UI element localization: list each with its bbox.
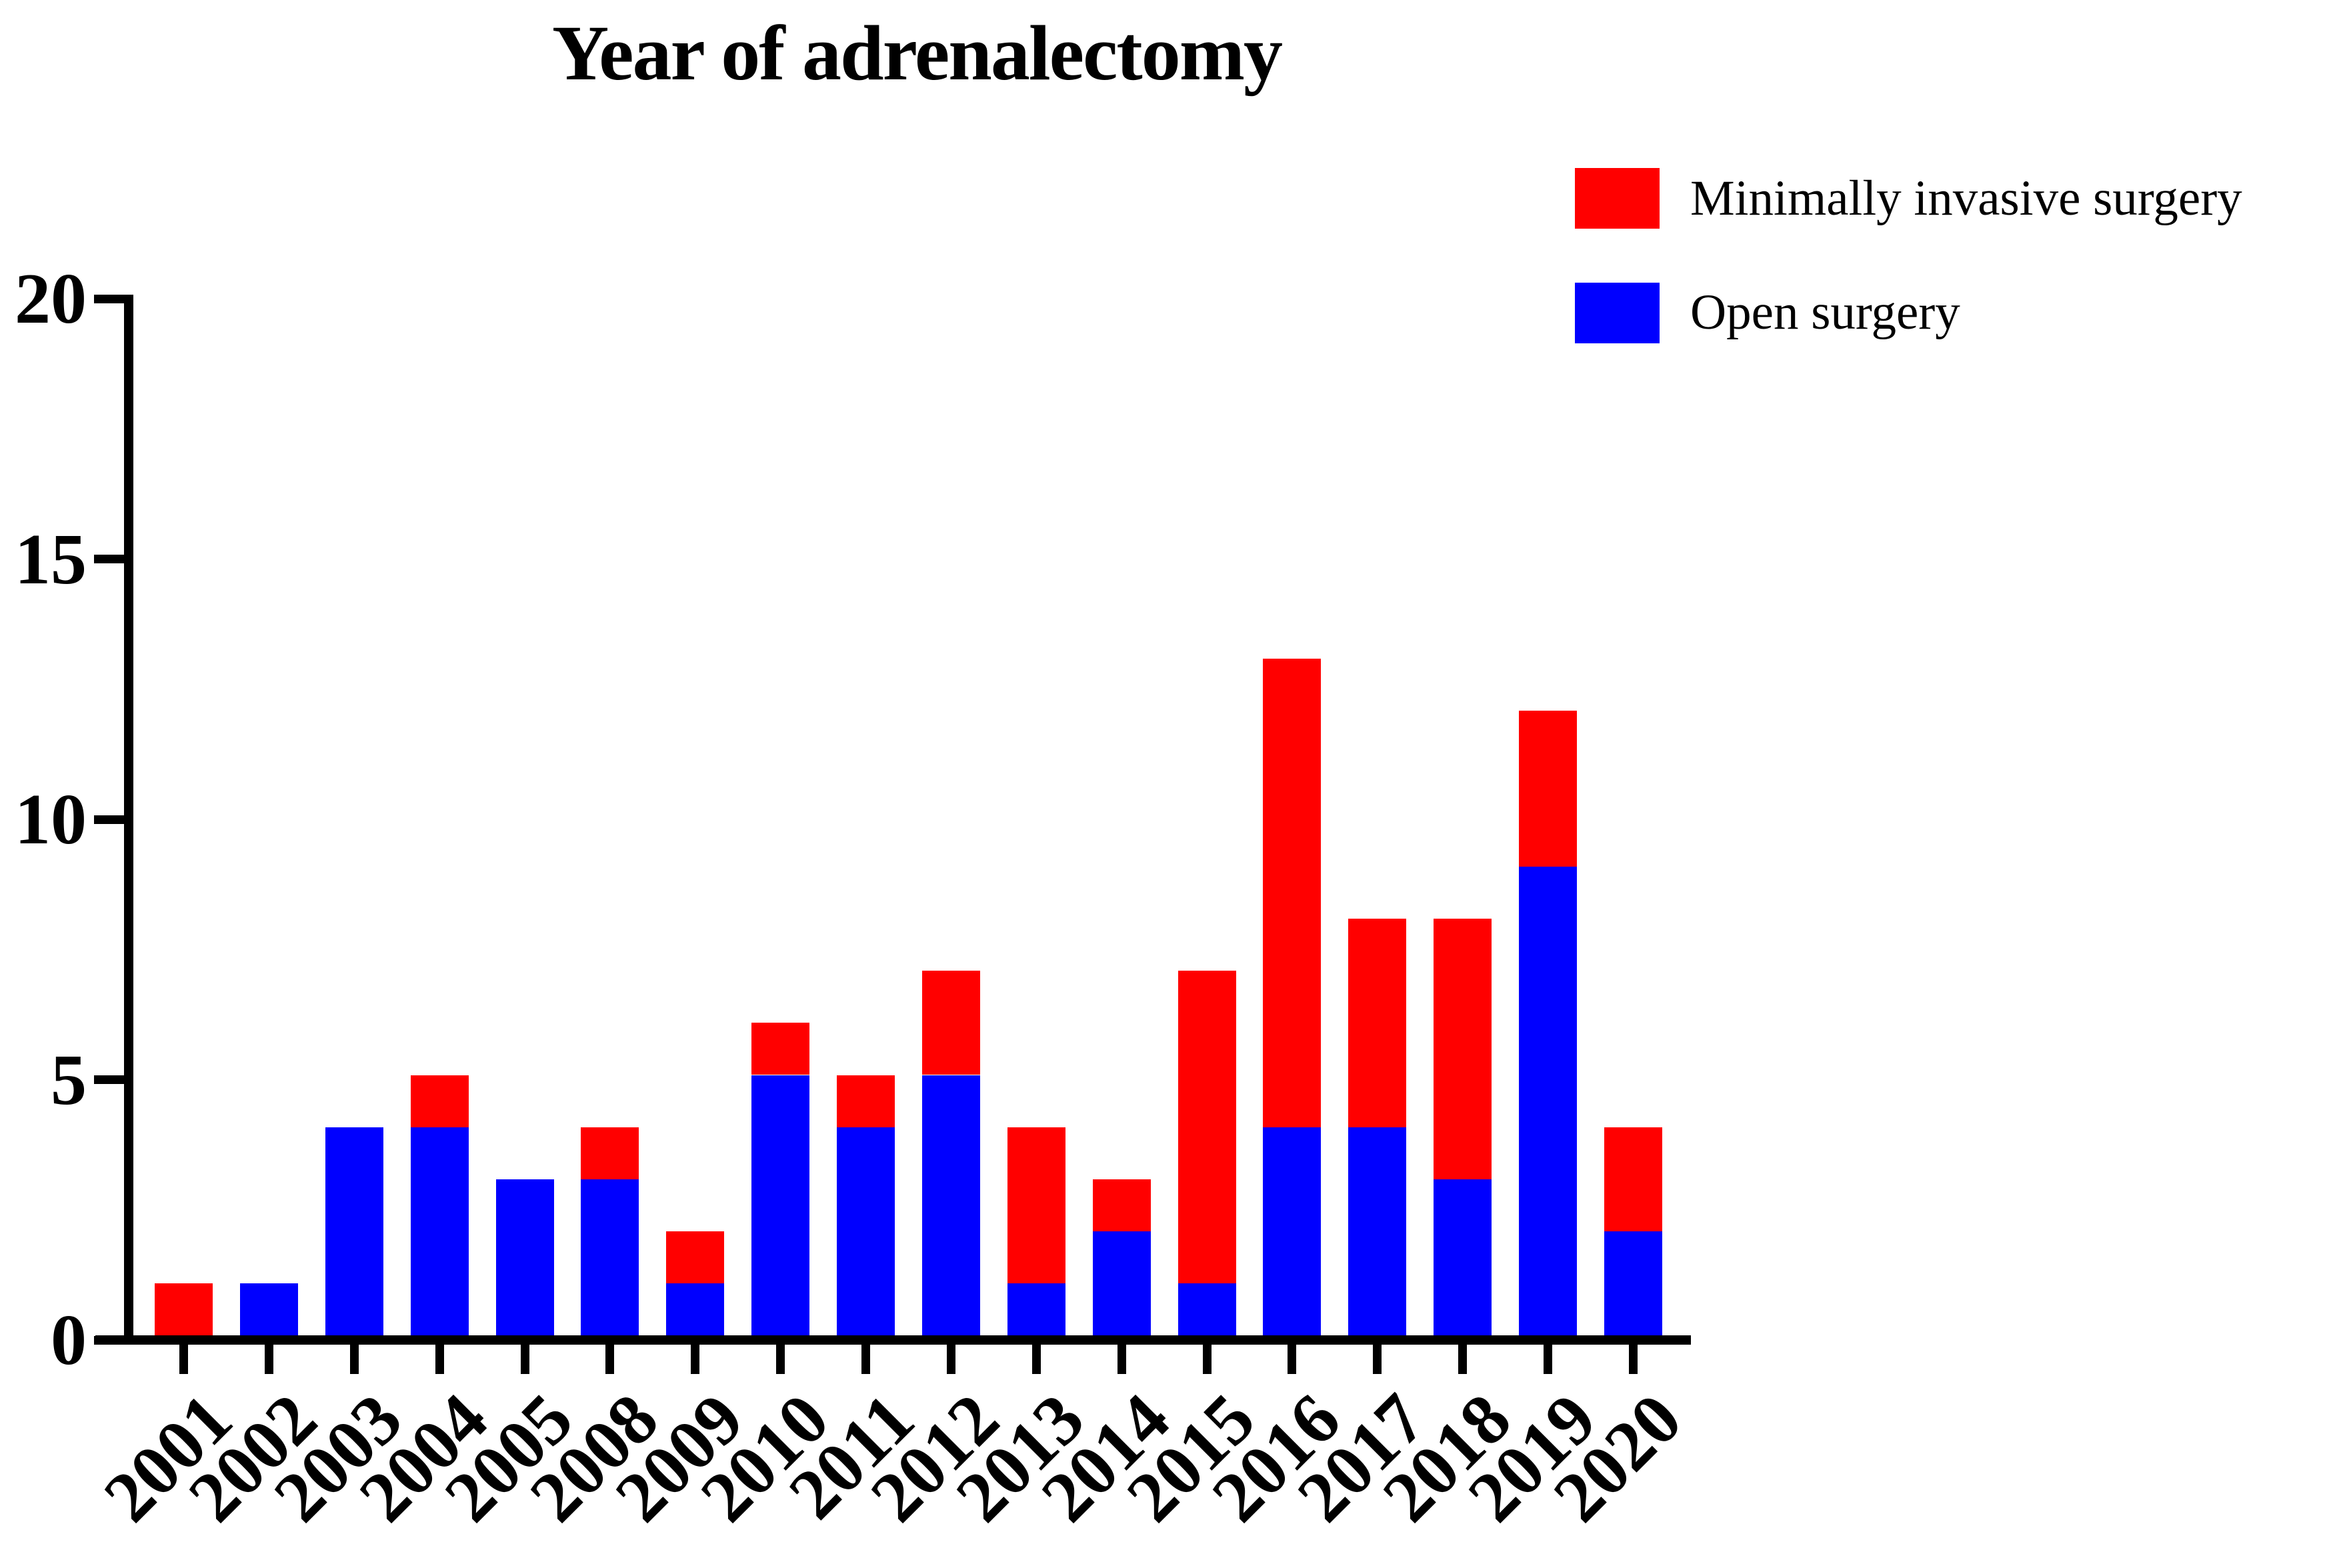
bar-2016-minimally-invasive-surgery (1263, 658, 1322, 1127)
x-tick-2015 (1202, 1345, 1212, 1374)
x-tick-2016 (1288, 1345, 1297, 1374)
x-tick-2017 (1373, 1345, 1382, 1374)
bar-2013-minimally-invasive-surgery (1007, 1127, 1065, 1283)
x-tick-2020 (1629, 1345, 1638, 1374)
x-tick-2004 (435, 1345, 444, 1374)
x-tick-2013 (1031, 1345, 1041, 1374)
x-axis-line (95, 1335, 1691, 1345)
y-tick-5 (94, 1075, 124, 1084)
y-axis-line (124, 295, 133, 1345)
bar-2018-open-surgery (1434, 1179, 1492, 1335)
x-tick-2001 (179, 1345, 188, 1374)
bar-2017-minimally-invasive-surgery (1348, 919, 1407, 1127)
bar-2014-minimally-invasive-surgery (1092, 1179, 1151, 1231)
y-tick-label-20: 20 (15, 259, 87, 339)
chart-title: Year of adrenalectomy (551, 9, 1283, 97)
y-tick-20 (94, 294, 124, 303)
bar-2004-open-surgery (410, 1127, 469, 1335)
bar-2015-minimally-invasive-surgery (1178, 971, 1236, 1283)
y-tick-15 (94, 555, 124, 563)
y-tick-label-0: 0 (51, 1301, 87, 1380)
bar-2010-open-surgery (751, 1075, 810, 1335)
y-tick-0 (94, 1335, 124, 1345)
x-tick-2014 (1117, 1345, 1126, 1374)
legend-swatch-red (1575, 168, 1660, 229)
bar-2012-minimally-invasive-surgery (921, 971, 980, 1075)
bar-2008-open-surgery (581, 1179, 639, 1335)
bar-2010-minimally-invasive-surgery (751, 1023, 810, 1075)
x-tick-2019 (1544, 1345, 1553, 1374)
y-tick-label-15: 15 (15, 519, 87, 599)
bar-2017-open-surgery (1348, 1127, 1407, 1335)
bar-2005-open-surgery (495, 1179, 554, 1335)
bar-2003-open-surgery (325, 1127, 383, 1335)
bar-2013-open-surgery (1007, 1283, 1065, 1335)
bar-2014-open-surgery (1092, 1231, 1151, 1335)
x-tick-2008 (605, 1345, 615, 1374)
x-tick-2010 (776, 1345, 785, 1374)
bar-2018-minimally-invasive-surgery (1434, 919, 1492, 1179)
bar-2011-minimally-invasive-surgery (837, 1075, 895, 1127)
bar-2020-minimally-invasive-surgery (1604, 1127, 1662, 1231)
bar-2002-open-surgery (239, 1283, 298, 1335)
bar-2016-open-surgery (1263, 1127, 1322, 1335)
bar-2009-minimally-invasive-surgery (666, 1231, 725, 1283)
x-tick-2003 (349, 1345, 359, 1374)
x-tick-2005 (520, 1345, 529, 1374)
bar-2009-open-surgery (666, 1283, 725, 1335)
y-tick-label-10: 10 (15, 780, 87, 859)
legend-swatch-blue (1575, 282, 1660, 343)
bar-2011-open-surgery (837, 1127, 895, 1335)
x-tick-2009 (691, 1345, 700, 1374)
bar-2015-open-surgery (1178, 1283, 1236, 1335)
legend-item-open-surgery: Open surgery (1575, 282, 1960, 343)
legend-label-minimally-invasive-surgery: Minimally invasive surgery (1690, 170, 2242, 226)
bar-2012-open-surgery (921, 1075, 980, 1335)
x-tick-2002 (264, 1345, 273, 1374)
x-tick-2012 (946, 1345, 955, 1374)
bar-2008-minimally-invasive-surgery (581, 1127, 639, 1179)
bar-2004-minimally-invasive-surgery (410, 1075, 469, 1127)
legend-label-open-surgery: Open surgery (1690, 285, 1960, 340)
y-tick-label-5: 5 (51, 1040, 87, 1120)
bar-2001-minimally-invasive-surgery (155, 1283, 213, 1335)
bar-2019-minimally-invasive-surgery (1519, 710, 1578, 867)
bar-2019-open-surgery (1519, 867, 1578, 1335)
bar-2020-open-surgery (1604, 1231, 1662, 1335)
y-tick-10 (94, 815, 124, 824)
x-tick-2011 (861, 1345, 870, 1374)
legend-item-minimally-invasive-surgery: Minimally invasive surgery (1575, 168, 2242, 229)
x-tick-2018 (1458, 1345, 1468, 1374)
